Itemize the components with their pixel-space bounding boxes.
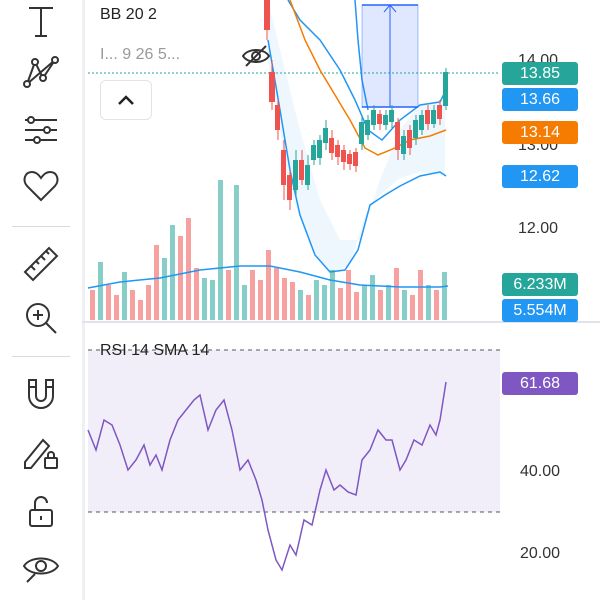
unlock-icon xyxy=(29,496,53,527)
hide-indicator-button[interactable] xyxy=(240,42,272,70)
last-price-tag: 13.85 xyxy=(502,62,578,85)
collapse-legend-button[interactable] xyxy=(100,80,152,120)
favorites-tool[interactable] xyxy=(14,164,68,208)
bb-lower-tag: 12.62 xyxy=(502,165,578,188)
unlock-tool[interactable] xyxy=(14,490,68,534)
toolbar-divider xyxy=(12,226,70,227)
rsi-legend[interactable]: RSI 14 SMA 14 xyxy=(100,342,210,359)
heart-icon xyxy=(23,170,59,202)
ruler-tool[interactable] xyxy=(14,242,68,286)
eye-icon xyxy=(22,557,60,583)
rsi-line xyxy=(87,381,447,572)
pattern-tool[interactable] xyxy=(14,50,68,94)
lock-drawing-tool[interactable] xyxy=(14,430,68,474)
volume-tag: 6.233M xyxy=(502,273,578,296)
chevron-up-icon xyxy=(118,95,134,105)
bb-basis-line xyxy=(289,0,447,156)
rsi-value-tag: 61.68 xyxy=(502,372,578,395)
price-axis-12: 12.00 xyxy=(518,220,559,237)
price-chart[interactable] xyxy=(82,0,600,600)
fib-retracement-icon xyxy=(25,116,57,144)
volume-ma-line xyxy=(87,265,449,289)
zoom-in-icon xyxy=(26,303,57,334)
hide-tool[interactable] xyxy=(14,544,68,588)
eye-slash-icon xyxy=(241,45,271,67)
bb-upper-tag: 13.66 xyxy=(502,88,578,111)
pattern-icon xyxy=(23,56,59,88)
bb-basis-tag: 13.14 xyxy=(502,121,578,144)
toolbar-divider xyxy=(12,356,70,357)
bb-upper-line-2 xyxy=(354,0,369,111)
volume-ma-tag: 5.554M xyxy=(502,299,578,322)
magnet-icon xyxy=(28,379,54,409)
bb-legend-values: I... 9 26 5... xyxy=(100,46,181,63)
drawing-toolbar xyxy=(0,0,85,600)
bb-legend-title[interactable]: BB 20 2 xyxy=(100,6,157,23)
zoom-tool[interactable] xyxy=(14,296,68,340)
candles xyxy=(264,0,448,210)
rsi-band xyxy=(88,350,500,512)
ruler-icon xyxy=(23,246,59,282)
fib-tool[interactable] xyxy=(14,108,68,152)
rsi-axis-20: 20.00 xyxy=(520,545,561,562)
volume-bars xyxy=(90,180,447,320)
text-tool[interactable] xyxy=(14,0,68,44)
text-icon xyxy=(29,7,53,37)
pencil-lock-icon xyxy=(24,438,58,469)
rsi-axis-40: 40.00 xyxy=(520,463,561,480)
magnet-tool[interactable] xyxy=(14,372,68,416)
